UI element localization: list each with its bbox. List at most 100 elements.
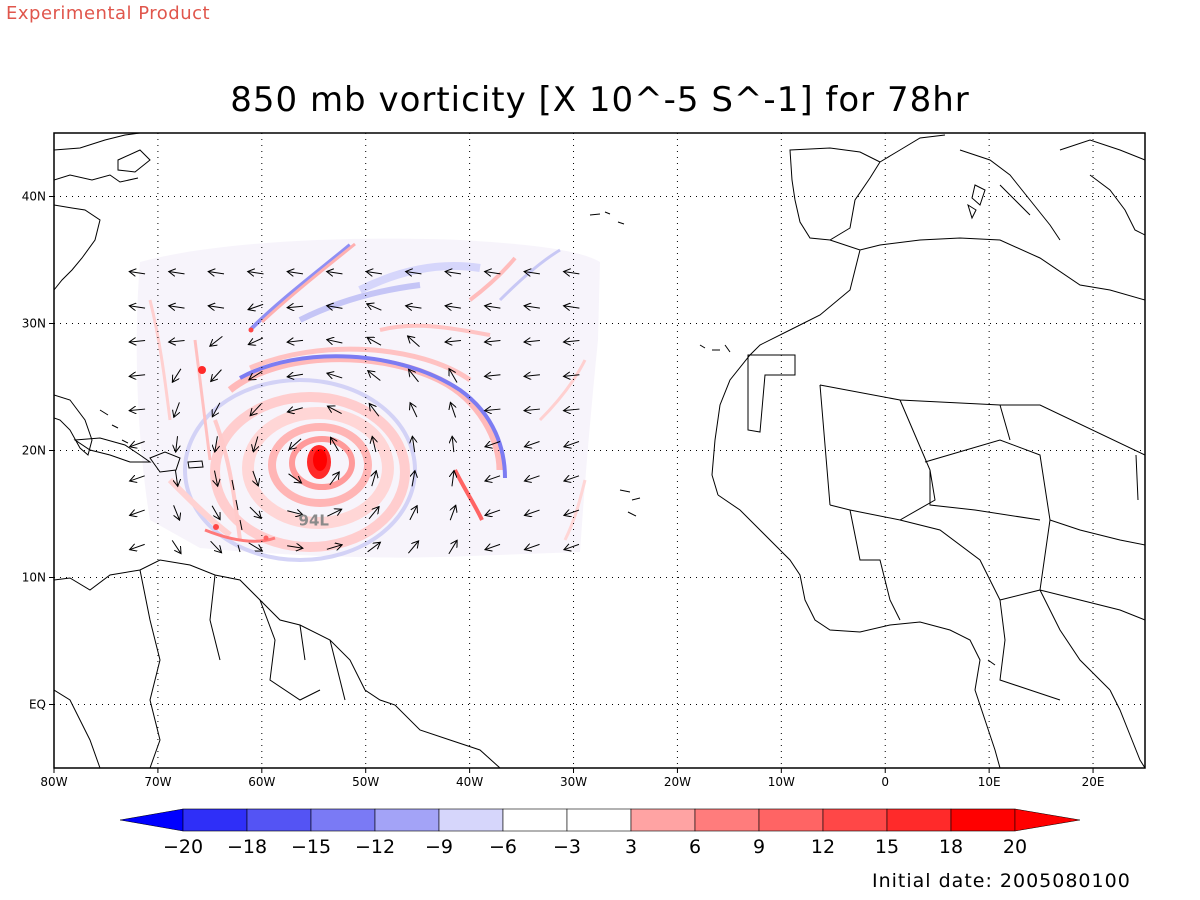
wind-arrow — [211, 369, 222, 382]
wind-arrow — [485, 510, 501, 515]
wind-arrow — [287, 272, 304, 274]
wind-arrow — [564, 442, 580, 447]
wind-arrow — [485, 544, 501, 549]
colorbar-box — [950, 808, 1016, 832]
wind-arrow — [449, 369, 458, 383]
lon-tick-label: 40W — [456, 775, 483, 789]
wind-arrow — [564, 272, 580, 274]
colorbar: −20 −18 −15 −12 −9 −6 −3 3 6 9 12 15 18 20 — [119, 808, 1081, 858]
wind-arrow — [524, 375, 540, 377]
wind-arrow — [210, 540, 222, 553]
wind-arrow — [175, 470, 177, 487]
wind-arrow — [130, 442, 145, 447]
wind-arrow — [485, 272, 501, 274]
wind-arrow — [448, 540, 457, 555]
colorbar-label: −18 — [227, 836, 267, 858]
colorbar-label: −6 — [489, 836, 517, 858]
wind-arrow — [369, 403, 380, 417]
wind-arrow — [367, 337, 382, 346]
wind-arrow — [412, 471, 415, 487]
wind-arrow — [327, 373, 343, 378]
colorbar-box — [502, 808, 568, 832]
wind-arrow — [524, 272, 540, 274]
colorbar-box — [310, 808, 376, 832]
wind-arrow — [129, 375, 146, 377]
wind-arrow — [410, 403, 418, 418]
wind-arrow — [287, 374, 304, 377]
wind-arrow — [327, 340, 343, 343]
wind-arrow — [563, 375, 580, 377]
colorbar-label: −12 — [355, 836, 395, 858]
wind-arrow — [129, 306, 146, 308]
wind-arrow — [208, 306, 225, 308]
wind-arrow — [368, 371, 381, 381]
axis-labels: 80W 70W 60W 50W 40W 30W 20W 10W 0 10E 20E 40N 30N 20N… — [22, 190, 1105, 790]
storm-label-94L: 94L — [299, 511, 330, 529]
colorbar-box — [566, 808, 632, 832]
wind-arrow — [445, 340, 462, 342]
wind-arrow — [249, 506, 261, 518]
wind-arrow — [409, 369, 419, 383]
wind-arrow — [450, 402, 455, 418]
wind-arrow — [408, 336, 420, 347]
colorbar-box — [182, 808, 248, 832]
colorbar-label: 12 — [811, 836, 835, 858]
wind-arrow — [253, 470, 258, 486]
wind-arrow — [524, 442, 540, 447]
wind-arrow — [372, 471, 376, 487]
lon-tick-label: 70W — [144, 775, 171, 789]
wind-arrow — [253, 436, 257, 451]
lat-tick-label: 20N — [22, 444, 46, 458]
wind-arrow — [129, 340, 146, 342]
colorbar-over-triangle — [1014, 808, 1081, 832]
wind-arrow — [485, 409, 501, 411]
wind-arrow — [524, 340, 540, 342]
colorbar-label: −20 — [163, 836, 203, 858]
wind-arrow — [564, 544, 580, 549]
wind-arrow — [372, 436, 376, 453]
colorbar-box — [886, 808, 952, 832]
wind-arrow — [130, 544, 145, 549]
wind-arrow — [169, 272, 185, 274]
wind-arrow — [412, 436, 414, 453]
colorbar-box — [694, 808, 760, 832]
colorbar-label: −15 — [291, 836, 331, 858]
colorbar-label: 9 — [753, 836, 765, 858]
lon-tick-label: 50W — [352, 775, 379, 789]
wind-arrow — [249, 370, 263, 380]
wind-arrow — [445, 272, 461, 274]
wind-arrow — [485, 306, 501, 308]
colorbar-box — [246, 808, 312, 832]
lon-tick-label: 80W — [40, 775, 67, 789]
wind-arrow — [250, 403, 262, 416]
wind-arrow — [452, 436, 454, 453]
wind-arrow — [326, 545, 342, 550]
lat-tick-label: EQ — [29, 698, 46, 712]
wind-arrow — [367, 304, 382, 311]
colorbar-box — [438, 808, 504, 832]
wind-arrow — [173, 505, 180, 520]
wind-arrow — [288, 473, 302, 483]
lat-tick-label: 10N — [22, 571, 46, 585]
wind-arrow — [406, 272, 422, 274]
colorbar-label: 6 — [689, 836, 701, 858]
colorbar-label: 3 — [625, 836, 637, 858]
wind-arrow — [248, 337, 264, 345]
wind-arrow — [445, 306, 461, 308]
wind-arrow — [287, 408, 303, 412]
wind-arrow — [289, 438, 302, 450]
wind-arrow — [407, 541, 418, 554]
wind-arrow — [248, 304, 264, 309]
wind-arrow — [287, 511, 303, 515]
wind-arrow — [524, 544, 540, 549]
colorbar-label: −9 — [425, 836, 453, 858]
lon-tick-label: 20E — [1082, 775, 1105, 789]
wind-arrow — [367, 542, 381, 553]
wind-arrow — [485, 442, 501, 447]
coastlines — [54, 133, 1145, 768]
wind-arrow — [212, 402, 221, 417]
lon-tick-label: 10E — [978, 775, 1001, 789]
colorbar-label: 20 — [1003, 836, 1027, 858]
colorbar-box — [758, 808, 824, 832]
